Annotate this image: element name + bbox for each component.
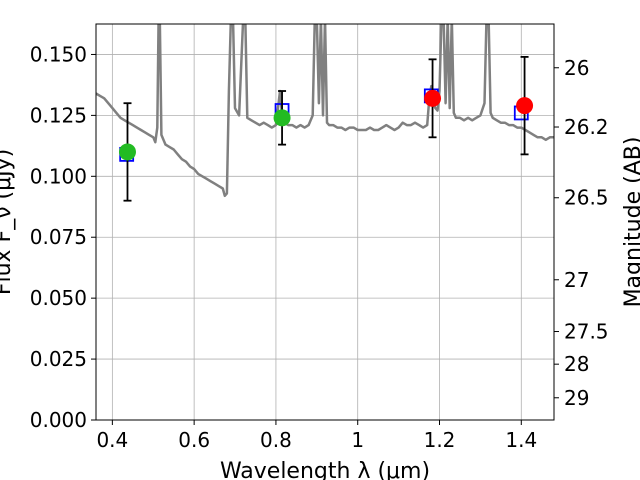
spectrum-line <box>96 24 554 198</box>
y-tick-label: 0.025 <box>30 347 87 371</box>
y2-tick-label: 26 <box>564 56 589 80</box>
y-tick-label: 0.075 <box>30 225 87 249</box>
y2-tick-label: 27.5 <box>564 320 609 344</box>
x-tick-label: 0.4 <box>96 428 128 452</box>
y-tick-label: 0.000 <box>30 408 87 432</box>
plot-area <box>96 24 554 202</box>
y2-tick-label: 27 <box>564 268 589 292</box>
y-tick-label: 0.150 <box>30 42 87 66</box>
y2-tick-label: 26.2 <box>564 115 609 139</box>
y2-tick-label: 28 <box>564 352 589 376</box>
y-axis-label: Flux F_ν (μJy) <box>0 149 16 295</box>
axes: 0.4 0.6 0.8 1 1.2 1.4 0.000 0.025 0.050 0.075 0.10… <box>30 23 609 452</box>
observation-point <box>516 97 534 115</box>
y-tick-label: 0.125 <box>30 103 87 127</box>
x-tick-label: 1 <box>351 428 364 452</box>
observation-point <box>118 143 136 161</box>
y2-axis-label: Magnitude (AB) <box>621 137 640 308</box>
x-tick-label: 0.8 <box>260 428 292 452</box>
x-axis-label: Wavelength λ (μm) <box>220 459 430 480</box>
plot-frame <box>95 23 555 421</box>
y-tick-label: 0.100 <box>30 164 87 188</box>
y2-tick-label: 26.5 <box>564 186 609 210</box>
observation-point <box>424 89 442 107</box>
observation-point <box>273 109 291 127</box>
x-tick-label: 1.2 <box>424 428 456 452</box>
x-tick-label: 1.4 <box>505 428 537 452</box>
y-tick-label: 0.050 <box>30 286 87 310</box>
y2-tick-label: 29 <box>564 386 589 410</box>
x-tick-label: 0.6 <box>178 428 210 452</box>
